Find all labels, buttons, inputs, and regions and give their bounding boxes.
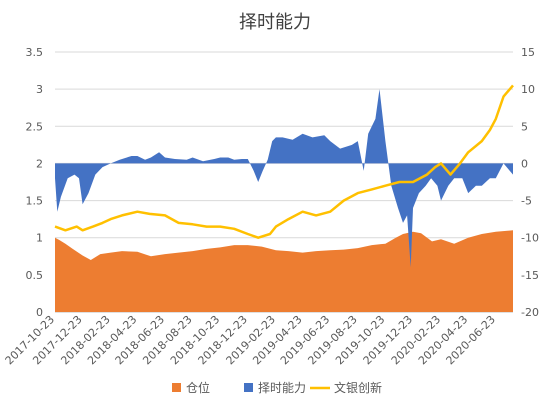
right-tick-label: 10 (521, 83, 535, 96)
left-tick-label: 3.5 (26, 46, 44, 59)
right-tick-label: -10 (521, 232, 539, 245)
right-axis: -20 -15 -10 -5 0 5 10 15 (521, 46, 539, 319)
right-tick-label: 15 (521, 46, 535, 59)
left-tick-label: 0.5 (26, 269, 44, 282)
x-axis: 2017-10-232017-12-232018-02-232018-04-23… (3, 313, 498, 367)
left-tick-label: 1 (36, 232, 43, 245)
right-tick-label: -15 (521, 269, 539, 282)
series-line-文银创新 (54, 84, 514, 239)
legend-item: 文银创新 (310, 380, 382, 395)
legend-swatch (244, 383, 253, 392)
right-tick-label: 0 (521, 157, 528, 170)
left-axis: 0 0.5 1 1.5 2 2.5 3 3.5 (26, 46, 44, 319)
legend-label: 择时能力 (258, 381, 306, 395)
left-tick-label: 0 (36, 306, 43, 319)
legend-swatch (172, 383, 181, 392)
left-tick-label: 1.5 (26, 195, 44, 208)
legend-item: 择时能力 (244, 381, 306, 395)
left-tick-label: 2 (36, 157, 43, 170)
right-tick-label: 5 (521, 120, 528, 133)
left-tick-label: 2.5 (26, 120, 44, 133)
legend: 仓位 择时能力 文银创新 (172, 380, 382, 395)
legend-item: 仓位 (172, 380, 210, 395)
legend-label: 仓位 (186, 380, 210, 395)
chart-title: 择时能力 (239, 12, 311, 33)
plot-area (54, 84, 514, 312)
right-tick-label: -5 (521, 195, 532, 208)
series-area-仓位 (55, 230, 513, 312)
legend-label: 文银创新 (334, 380, 382, 395)
left-tick-label: 3 (36, 83, 43, 96)
right-tick-label: -20 (521, 306, 539, 319)
